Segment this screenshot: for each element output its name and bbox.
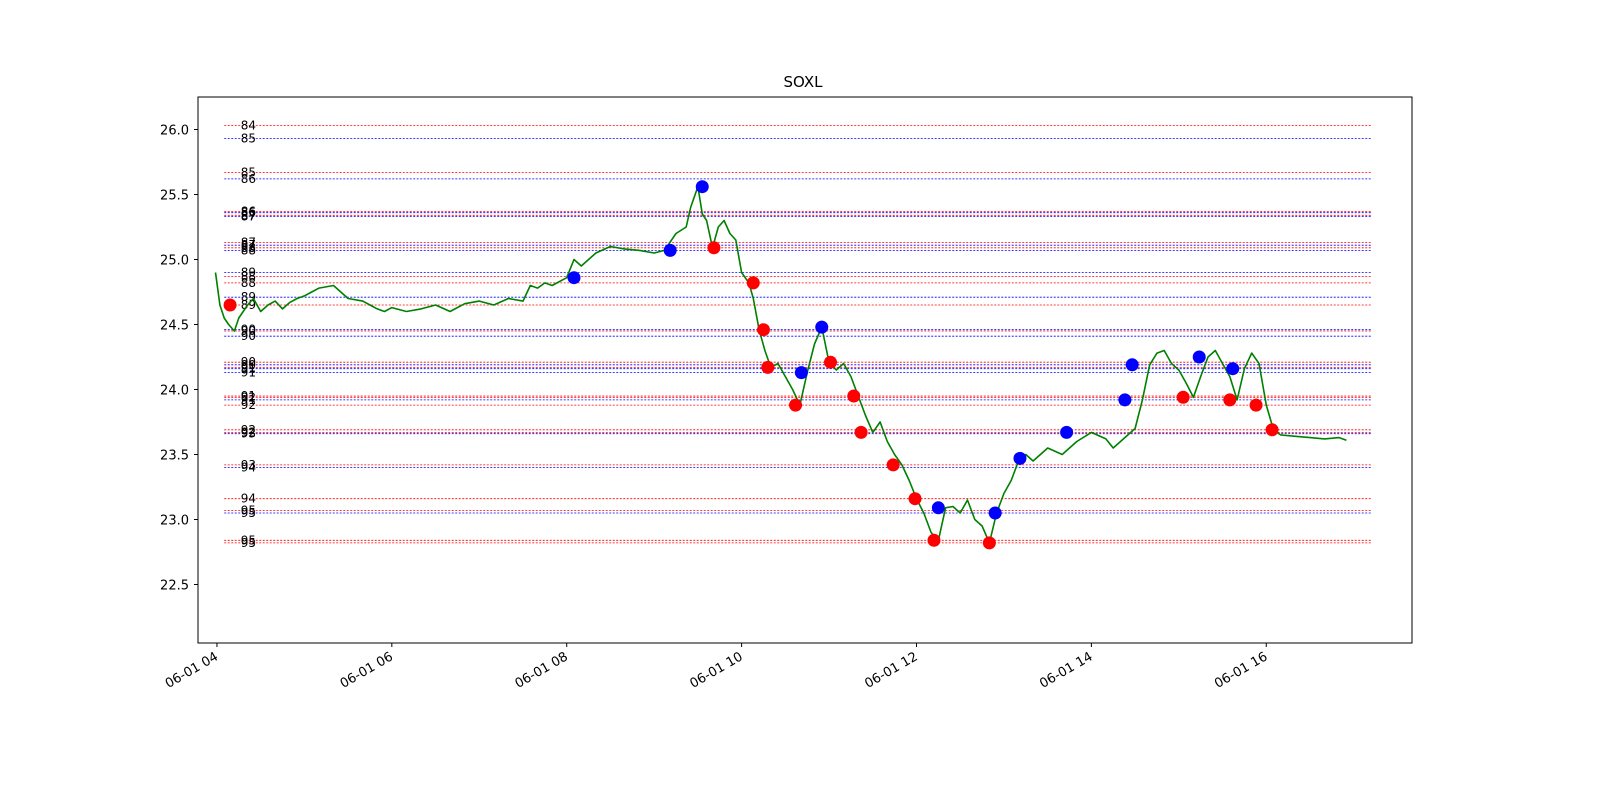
level-label: 84 [241,119,256,133]
level-label: 91 [241,393,256,407]
sell-marker [789,398,803,412]
x-tick-label: 06-01 10 [687,649,745,691]
sell-marker [761,360,775,374]
buy-marker [1060,425,1074,439]
chart-title: SOXL [783,73,823,91]
level-label: 95 [241,536,256,550]
plot-frame [197,96,1413,644]
level-label: 90 [241,323,256,337]
level-label: 91 [241,362,256,376]
level-label: 88 [241,276,256,290]
level-label: 87 [241,208,256,222]
y-tick-label: 23.5 [160,449,189,464]
level-label: 92 [241,390,256,404]
level-label: 88 [241,241,256,255]
level-label: 89 [241,266,256,280]
buy-marker [794,366,808,380]
buy-marker [931,501,945,515]
sell-marker [982,536,996,550]
axes: 22.5 23.0 23.5 24.0 24.5 25.0 25.5 26.0 06-01 04… [160,96,1413,692]
price-line [214,185,1347,544]
level-label: 91 [241,389,256,403]
level-label: 93 [241,427,256,441]
level-label: 86 [241,204,256,218]
level-label: 94 [241,492,256,506]
y-tick-label: 24.0 [160,384,189,399]
x-tick-label: 06-01 08 [513,649,571,691]
buy-marker [567,271,581,285]
level-label: 92 [241,425,256,439]
level-label: 85 [241,132,256,146]
sell-marker [886,458,900,472]
y-tick-label: 23.0 [160,514,189,529]
level-label: 93 [241,458,256,472]
sell-marker [1249,398,1263,412]
sell-marker [707,241,721,255]
level-labels: 8485858686868787878788888988888989909090… [241,119,256,550]
sell-marker [223,298,237,312]
level-label: 88 [241,243,256,257]
y-tick-label: 24.5 [160,319,189,334]
level-label: 92 [241,423,256,437]
sell-marker [1223,393,1237,407]
x-tick-label: 06-01 06 [338,649,396,691]
level-label: 88 [241,269,256,283]
level-label: 90 [241,358,256,372]
sell-marker [908,492,922,506]
sell-marker [824,355,838,369]
level-label: 87 [241,238,256,252]
buy-marker [695,180,709,194]
level-label: 86 [241,172,256,186]
sell-marker [927,533,941,547]
sell-marker [847,389,861,403]
buy-marker [815,320,829,334]
buy-marker [988,506,1002,520]
trade-markers [223,180,1279,550]
buy-marker [1125,358,1139,372]
x-tick-label: 06-01 04 [163,649,221,691]
level-label: 90 [241,324,256,338]
y-tick-label: 25.0 [160,254,189,269]
x-tick-label: 06-01 12 [862,649,920,691]
y-tick-label: 25.5 [160,189,189,204]
y-tick-label: 26.0 [160,124,189,139]
level-label: 86 [241,206,256,220]
buy-marker [1226,362,1240,376]
level-label: 92 [241,398,256,412]
buy-marker [1013,451,1027,465]
sell-marker [756,323,770,337]
level-label: 87 [241,210,256,224]
x-tick-label: 06-01 16 [1212,649,1270,691]
level-label: 95 [241,503,256,517]
level-label: 85 [241,165,256,179]
sell-marker [1265,423,1279,437]
level-label: 87 [241,236,256,250]
level-label: 91 [241,360,256,374]
sell-marker [854,425,868,439]
y-tick-label: 22.5 [160,579,189,594]
price-series [214,185,1347,544]
level-label: 95 [241,533,256,547]
buy-marker [1118,393,1132,407]
sell-marker [1176,390,1190,404]
level-label: 94 [241,461,256,475]
level-label: 95 [241,506,256,520]
level-lines [224,125,1372,544]
x-tick-label: 06-01 14 [1037,649,1095,691]
level-label: 90 [241,329,256,343]
buy-marker [1192,350,1206,364]
level-label: 91 [241,366,256,380]
level-label: 90 [241,355,256,369]
sell-marker [746,276,760,290]
buy-marker [663,243,677,257]
